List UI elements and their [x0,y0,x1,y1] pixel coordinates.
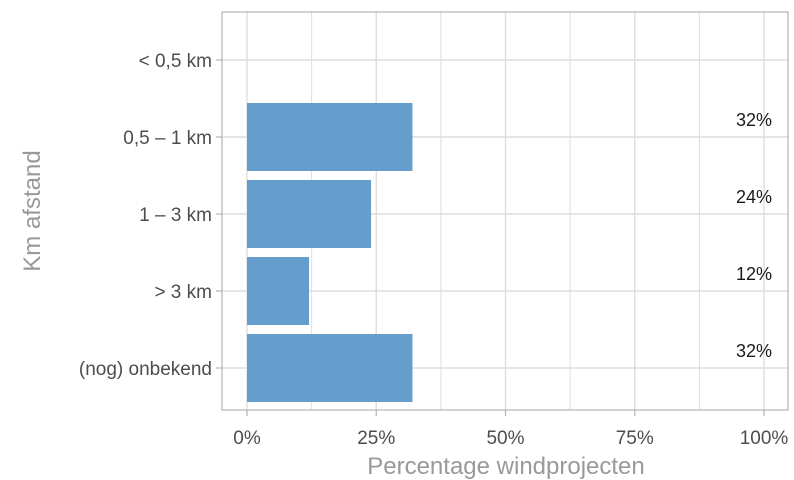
y-axis: < 0,5 km 0,5 – 1 km 1 – 3 km > 3 km (nog) on… [79,51,222,380]
y-tick-label: 0,5 – 1 km [123,128,212,149]
x-tick-label: 0% [233,428,261,449]
y-tick-label: (nog) onbekend [79,359,212,380]
x-tick-label: 50% [486,428,524,449]
y-tick-label: > 3 km [154,282,212,303]
bars [247,103,413,402]
x-axis: 0% 25% 50% 75% 100% [233,410,788,449]
data-labels: 32% 24% 12% 32% [736,110,772,361]
y-axis-title: Km afstand [19,150,46,271]
bar [247,257,310,325]
x-axis-title: Percentage windprojecten [367,453,645,480]
data-label: 32% [736,341,772,361]
bar [247,103,413,171]
data-label: 12% [736,264,772,284]
x-tick-label: 75% [616,428,654,449]
bar [247,334,413,402]
x-tick-label: 100% [740,428,789,449]
data-label: 24% [736,187,772,207]
bar [247,180,372,248]
y-tick-label: 1 – 3 km [139,205,212,226]
data-label: 32% [736,110,772,130]
x-tick-label: 25% [357,428,395,449]
y-tick-label: < 0,5 km [139,51,212,72]
